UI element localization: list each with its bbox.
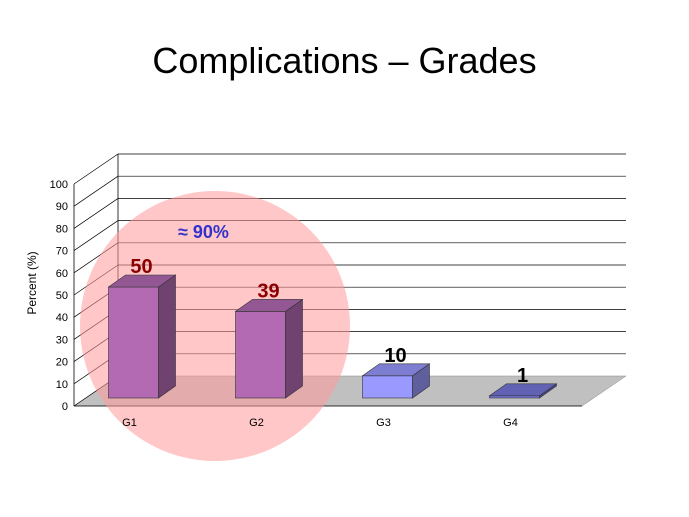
y-tick-label: 100 [50,179,68,191]
gridline-side [73,198,119,229]
bar-front [108,286,159,399]
bar-side [285,298,303,399]
bar-front [489,395,540,399]
x-tick-label: G2 [249,417,264,429]
x-tick-label: G3 [376,417,391,429]
gridline-side [73,220,119,251]
bar-value-label: 50 [130,256,152,278]
bar-value-label: 39 [257,280,279,302]
bar-side [158,274,176,399]
bar-top [488,383,558,397]
y-tick-label: 60 [56,268,68,280]
y-tick-label: 70 [56,246,68,258]
bar-front [362,375,413,399]
bar-front [235,311,286,399]
y-tick-label: 0 [62,401,68,413]
bar-top [361,363,431,377]
y-tick-label: 90 [56,201,68,213]
y-tick-label: 80 [56,223,68,235]
bar-value-label: 1 [517,365,528,387]
bar-top [234,299,304,312]
bar-top [107,274,177,288]
gridline-side [73,175,119,207]
y-tick-label: 30 [56,334,68,346]
y-tick-label: 10 [56,379,68,391]
highlight-annotation: ≈ 90% [178,222,229,242]
y-tick-label: 50 [56,290,68,302]
y-tick-label: 40 [56,312,68,324]
y-axis-label: Percent (%) [25,251,39,314]
x-tick-label: G1 [122,417,137,429]
y-tick-label: 20 [56,357,68,369]
gridline-side [73,153,119,185]
page-title: Complications – Grades [152,40,537,81]
x-tick-label: G4 [503,417,518,429]
bar-value-label: 10 [384,345,406,367]
